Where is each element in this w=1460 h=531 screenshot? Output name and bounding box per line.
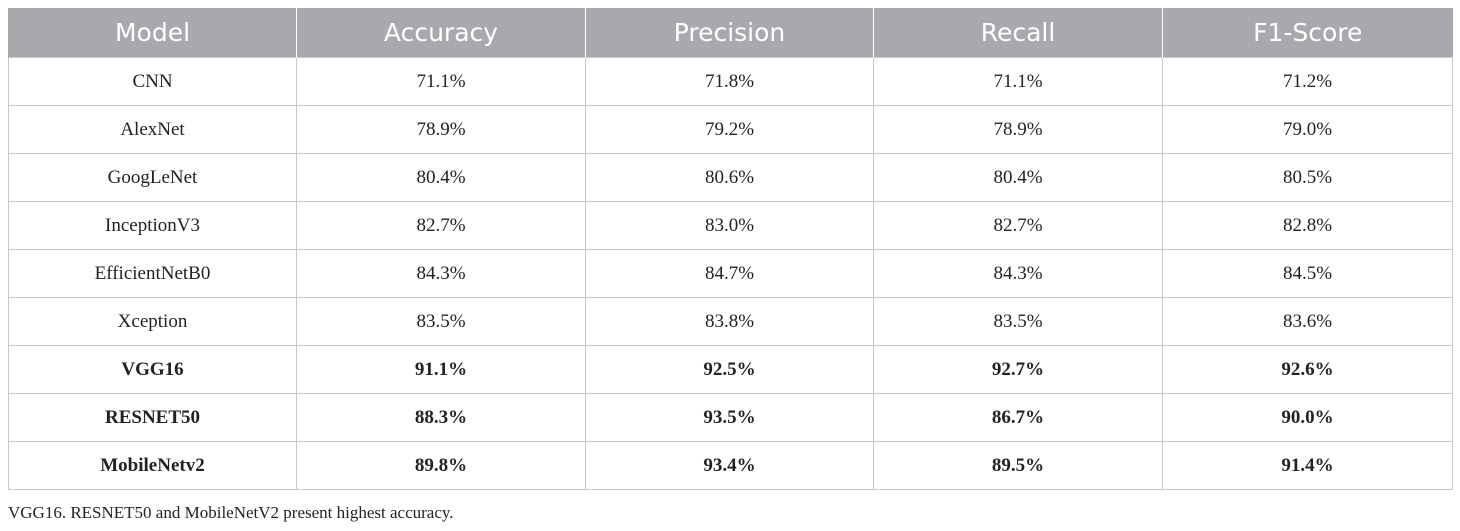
results-table: Model Accuracy Precision Recall F1-Score… xyxy=(8,8,1453,490)
table-row: VGG16 91.1% 92.5% 92.7% 92.6% xyxy=(8,345,1453,394)
cell-precision: 92.5% xyxy=(585,345,874,394)
table-row: InceptionV3 82.7% 83.0% 82.7% 82.8% xyxy=(8,201,1453,250)
header-accuracy: Accuracy xyxy=(296,8,586,58)
cell-model: MobileNetv2 xyxy=(8,441,297,490)
cell-accuracy: 84.3% xyxy=(296,249,586,298)
table-row: AlexNet 78.9% 79.2% 78.9% 79.0% xyxy=(8,105,1453,154)
cell-accuracy: 82.7% xyxy=(296,201,586,250)
cell-precision: 80.6% xyxy=(585,153,874,202)
cell-model: EfficientNetB0 xyxy=(8,249,297,298)
header-f1-score: F1-Score xyxy=(1162,8,1453,58)
cell-f1-score: 71.2% xyxy=(1162,57,1453,106)
table-row: Xception 83.5% 83.8% 83.5% 83.6% xyxy=(8,297,1453,346)
header-model: Model xyxy=(8,8,297,58)
cell-f1-score: 82.8% xyxy=(1162,201,1453,250)
cell-recall: 83.5% xyxy=(873,297,1163,346)
cell-accuracy: 89.8% xyxy=(296,441,586,490)
cell-model: InceptionV3 xyxy=(8,201,297,250)
table-caption: VGG16. RESNET50 and MobileNetV2 present … xyxy=(8,503,454,522)
cell-accuracy: 78.9% xyxy=(296,105,586,154)
header-row: Model Accuracy Precision Recall F1-Score xyxy=(8,8,1453,58)
header-precision: Precision xyxy=(585,8,874,58)
cell-recall: 71.1% xyxy=(873,57,1163,106)
cell-f1-score: 80.5% xyxy=(1162,153,1453,202)
cell-model: GoogLeNet xyxy=(8,153,297,202)
table-header: Model Accuracy Precision Recall F1-Score xyxy=(8,8,1453,58)
cell-accuracy: 83.5% xyxy=(296,297,586,346)
header-recall: Recall xyxy=(873,8,1163,58)
cell-recall: 84.3% xyxy=(873,249,1163,298)
cell-recall: 82.7% xyxy=(873,201,1163,250)
table-row: RESNET50 88.3% 93.5% 86.7% 90.0% xyxy=(8,393,1453,442)
cell-precision: 83.8% xyxy=(585,297,874,346)
cell-recall: 89.5% xyxy=(873,441,1163,490)
cell-precision: 84.7% xyxy=(585,249,874,298)
cell-model: RESNET50 xyxy=(8,393,297,442)
cell-f1-score: 83.6% xyxy=(1162,297,1453,346)
cell-model: AlexNet xyxy=(8,105,297,154)
cell-recall: 78.9% xyxy=(873,105,1163,154)
cell-model: VGG16 xyxy=(8,345,297,394)
cell-accuracy: 88.3% xyxy=(296,393,586,442)
cell-model: Xception xyxy=(8,297,297,346)
cell-model: CNN xyxy=(8,57,297,106)
cell-precision: 83.0% xyxy=(585,201,874,250)
results-table-container: Model Accuracy Precision Recall F1-Score… xyxy=(8,8,1453,490)
cell-recall: 86.7% xyxy=(873,393,1163,442)
cell-precision: 93.5% xyxy=(585,393,874,442)
table-row: MobileNetv2 89.8% 93.4% 89.5% 91.4% xyxy=(8,441,1453,490)
table-body: CNN 71.1% 71.8% 71.1% 71.2% AlexNet 78.9% 79.2%… xyxy=(8,57,1453,490)
cell-f1-score: 92.6% xyxy=(1162,345,1453,394)
cell-f1-score: 84.5% xyxy=(1162,249,1453,298)
table-row: GoogLeNet 80.4% 80.6% 80.4% 80.5% xyxy=(8,153,1453,202)
cell-precision: 79.2% xyxy=(585,105,874,154)
cell-accuracy: 71.1% xyxy=(296,57,586,106)
cell-f1-score: 90.0% xyxy=(1162,393,1453,442)
cell-accuracy: 91.1% xyxy=(296,345,586,394)
cell-recall: 92.7% xyxy=(873,345,1163,394)
cell-precision: 71.8% xyxy=(585,57,874,106)
table-row: CNN 71.1% 71.8% 71.1% 71.2% xyxy=(8,57,1453,106)
cell-f1-score: 91.4% xyxy=(1162,441,1453,490)
cell-recall: 80.4% xyxy=(873,153,1163,202)
cell-accuracy: 80.4% xyxy=(296,153,586,202)
cell-f1-score: 79.0% xyxy=(1162,105,1453,154)
table-row: EfficientNetB0 84.3% 84.7% 84.3% 84.5% xyxy=(8,249,1453,298)
cell-precision: 93.4% xyxy=(585,441,874,490)
